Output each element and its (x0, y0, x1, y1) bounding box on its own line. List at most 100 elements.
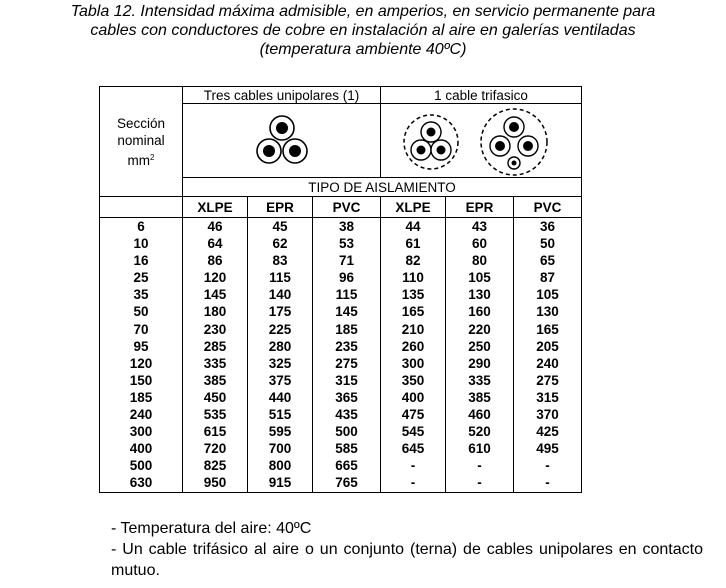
table-cell: 70 (133, 321, 149, 337)
table-cell: 36 (539, 219, 556, 234)
table-cell: 225 (268, 321, 292, 337)
table-cell: 43 (471, 219, 488, 234)
tipo-aislamiento-header: TIPO DE AISLAMIENTO (182, 177, 582, 197)
table-cell: 82 (405, 253, 421, 269)
table-cell: 435 (335, 407, 358, 423)
seccion-label-1: Sección (116, 115, 166, 131)
table-cell: 500 (335, 424, 358, 440)
type-header-xlpe-1: XLPE (182, 196, 248, 218)
trefoil-cables-icon (255, 114, 308, 164)
table-cell: 120 (129, 355, 153, 371)
table-cell: 180 (203, 304, 227, 320)
column-pvc-trifasico: 36 50 65 87 105 130 165 205 240 275 315 370 425 495- - (513, 217, 582, 493)
table-cell: 86 (207, 253, 223, 269)
table-cell: 520 (468, 424, 491, 440)
caption-line-1: Tabla 12. Intensidad máxima admisible, e… (70, 3, 656, 20)
table-cell: 105 (468, 270, 491, 286)
column-xlpe-trifasico: 44 61 82 110 135 165 210 260 300 350 400 475 545 645-… (380, 217, 446, 493)
table-cell: 160 (468, 304, 491, 320)
table-cell: 300 (129, 424, 153, 440)
table-cell: 350 (401, 372, 425, 388)
seccion-type-blank (99, 196, 183, 218)
table-cell: 120 (203, 270, 227, 286)
sections-column: 6 10 16 25 35 50 70 95 120 150 185 240 300 400 500 630 (99, 217, 183, 493)
table-cell: 150 (129, 372, 153, 388)
table-cell: 50 (133, 304, 149, 320)
table-cell: 96 (338, 270, 355, 286)
table-cell: 915 (268, 475, 292, 491)
type-header-epr-2: EPR (445, 196, 514, 218)
notes: - Temperatura del aire: 40ºC - Un cable … (111, 518, 703, 581)
table-cell: - (477, 458, 482, 474)
table-cell: 165 (401, 304, 425, 320)
table-cell: 10 (133, 236, 149, 252)
table-cell: 275 (536, 372, 559, 388)
table-cell: 425 (536, 424, 559, 440)
table-cell: 300 (401, 355, 425, 371)
group-trifasico-header: 1 cable trifasico (380, 86, 582, 104)
type-header-xlpe-2: XLPE (380, 196, 446, 218)
column-pvc-unipolar: 38 53 71 96 115 145 185 235 275 315 365 435 500 585 66… (312, 217, 381, 493)
table-cell: 250 (468, 338, 491, 354)
table-cell: 370 (536, 407, 559, 423)
table-cell: 145 (203, 287, 227, 303)
table-cell: 16 (133, 253, 149, 269)
column-epr-unipolar: 45 62 83 115 140 175 225 280 325 375 440 515 595 700 8… (247, 217, 313, 493)
table-cell: 62 (272, 236, 288, 252)
table-cell: 35 (133, 287, 149, 303)
ampacity-table: Sección nominal mm2 Tres cables unipolar… (99, 86, 582, 493)
table-cell: 315 (335, 372, 358, 388)
table-cell: 285 (203, 338, 227, 354)
type-header-epr-1: EPR (247, 196, 313, 218)
table-cell: 135 (401, 287, 425, 303)
table-cell: 515 (268, 407, 292, 423)
table-cell: 825 (203, 458, 227, 474)
table-cell: 115 (269, 270, 291, 286)
table-cell: 83 (272, 253, 288, 269)
table-cell: 95 (133, 338, 149, 354)
table-cell: 6 (137, 219, 145, 234)
table-cell: 440 (268, 389, 292, 405)
table-cell: - (410, 458, 416, 474)
table-cell: 240 (536, 355, 559, 371)
table-cell: 60 (471, 236, 488, 252)
table-caption: Tabla 12. Intensidad máxima admisible, e… (0, 2, 726, 59)
table-cell: 130 (536, 304, 559, 320)
table-cell: 800 (268, 458, 292, 474)
table-cell: 665 (335, 458, 358, 474)
trifasico-cable-diagram (380, 103, 582, 178)
table-cell: 205 (536, 338, 559, 354)
table-cell: 25 (133, 270, 149, 286)
table-cell: 71 (338, 253, 355, 269)
table-cell: 375 (268, 372, 292, 388)
column-epr-trifasico: 43 60 80 105 130 160 220 250 290 335 385 460 520 610-… (445, 217, 514, 493)
table-cell: 765 (335, 475, 358, 491)
table-cell: 80 (471, 253, 488, 269)
table-cell: 585 (335, 441, 358, 457)
table-cell: 260 (401, 338, 425, 354)
table-cell: 385 (203, 372, 227, 388)
table-cell: 235 (335, 338, 358, 354)
table-cell: 630 (129, 475, 153, 491)
table-cell: 46 (207, 219, 223, 234)
table-cell: 145 (335, 304, 358, 320)
table-cell: 400 (129, 441, 153, 457)
table-cell: 210 (401, 321, 425, 337)
table-cell: 220 (468, 321, 491, 337)
table-cell: 44 (405, 219, 421, 234)
group-unipolar-header: Tres cables unipolares (1) (182, 86, 381, 104)
table-cell: 130 (468, 287, 491, 303)
table-cell: 545 (401, 424, 425, 440)
seccion-header: Sección nominal mm2 (99, 86, 183, 197)
unipolar-cable-diagram (182, 103, 381, 178)
three-core-cables-icon (403, 107, 548, 176)
table-cell: 185 (129, 389, 153, 405)
table-cell: 240 (129, 407, 153, 423)
table-cell: 64 (207, 236, 223, 252)
note-cable-arrangement: - Un cable trifásico al aire o un conjun… (111, 541, 703, 579)
table-cell: 950 (203, 475, 227, 491)
table-cell: 495 (536, 441, 559, 457)
table-cell: 140 (268, 287, 292, 303)
table-cell: 720 (203, 441, 227, 457)
table-cell: 38 (338, 219, 355, 234)
